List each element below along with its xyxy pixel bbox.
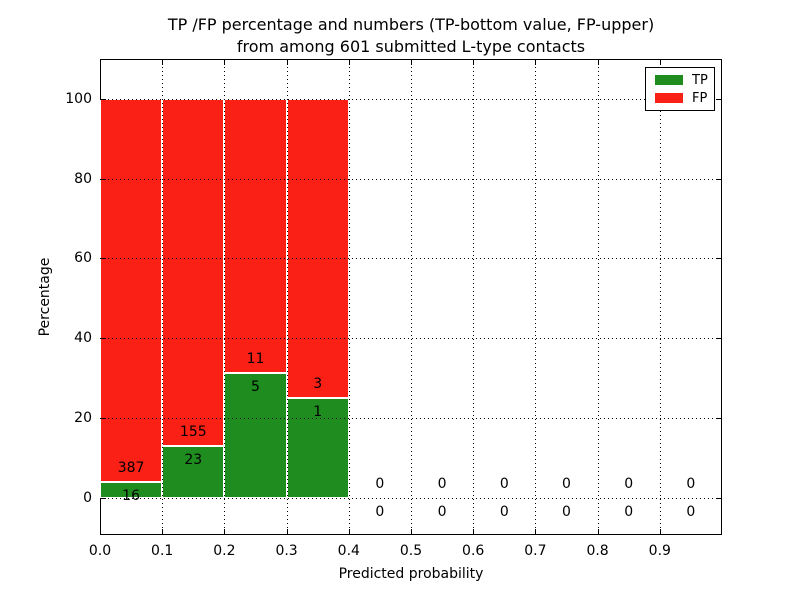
fp-count-label: 11 <box>246 351 265 368</box>
x-tick-label: 0.6 <box>462 543 485 559</box>
y-tick-mark-right <box>716 178 721 180</box>
y-tick-label: 20 <box>74 410 92 427</box>
x-tick-mark-top <box>597 60 599 65</box>
bar-segment-fp <box>224 98 287 374</box>
x-gridline <box>411 59 412 535</box>
fp-count-label: 0 <box>562 475 571 492</box>
tp-count-label: 23 <box>184 452 203 469</box>
tp-count-label: 0 <box>437 503 447 520</box>
x-tick-label: 0.8 <box>586 543 609 559</box>
y-tick-label: 100 <box>65 90 92 107</box>
y-tick-mark <box>101 418 106 420</box>
x-tick-mark-top <box>224 60 226 65</box>
y-tick-mark-right <box>716 497 721 499</box>
legend-swatch-tp <box>655 75 683 85</box>
x-tick-label: 0.7 <box>524 543 547 559</box>
y-tick-mark-right <box>716 98 721 100</box>
x-tick-label: 0.4 <box>337 543 360 559</box>
x-gridline <box>224 59 226 535</box>
y-tick-mark-right <box>716 258 721 260</box>
bar-segment-fp <box>100 98 163 483</box>
y-tick-label: 80 <box>74 170 92 187</box>
bar-segment-tp <box>286 398 349 498</box>
x-tick-mark-top <box>286 60 288 65</box>
x-gridline <box>286 59 288 535</box>
x-tick-mark-top <box>473 60 475 65</box>
y-tick-mark <box>101 258 106 260</box>
x-tick-mark-top <box>348 60 350 65</box>
chart-title-line1: TP /FP percentage and numbers (TP-bottom… <box>167 15 655 34</box>
x-axis-label: Predicted probability <box>338 566 484 582</box>
y-tick-mark-right <box>716 418 721 420</box>
x-gridline <box>535 59 537 535</box>
x-tick-mark-top <box>162 60 164 65</box>
x-gridline <box>473 59 475 535</box>
y-tick-mark <box>101 497 106 499</box>
x-tick-mark <box>473 529 475 534</box>
x-tick-mark-top <box>100 60 101 65</box>
legend-item: FP <box>646 92 714 105</box>
x-tick-label: 0.1 <box>151 543 174 559</box>
legend-label: FP <box>692 90 708 106</box>
tp-count-label: 0 <box>499 503 509 520</box>
tp-count-label: 0 <box>375 503 385 520</box>
x-tick-mark <box>411 529 412 534</box>
y-tick-label: 60 <box>74 250 92 267</box>
x-tick-label: 0.3 <box>275 543 298 559</box>
legend-label: TP <box>692 72 708 88</box>
y-axis-label: Percentage <box>37 257 53 337</box>
tp-count-label: 0 <box>686 503 696 520</box>
legend: TP FP <box>645 67 715 111</box>
x-tick-mark <box>162 529 164 534</box>
tp-count-label: 5 <box>251 379 260 396</box>
bar-segment-fp <box>162 98 225 447</box>
x-tick-mark-top <box>535 60 537 65</box>
x-tick-mark <box>224 529 226 534</box>
x-tick-label: 0.9 <box>648 543 671 559</box>
fp-count-label: 0 <box>499 475 509 492</box>
chart-title: TP /FP percentage and numbers (TP-bottom… <box>100 14 722 58</box>
x-tick-mark <box>535 529 537 534</box>
tp-count-label: 0 <box>624 503 634 520</box>
fp-count-label: 387 <box>117 460 145 477</box>
x-tick-label: 0.5 <box>399 543 423 559</box>
x-tick-mark-top <box>659 60 661 65</box>
y-tick-mark-right <box>716 338 721 340</box>
x-tick-mark <box>659 529 661 534</box>
x-gridline <box>162 59 164 535</box>
y-tick-label: 0 <box>83 489 92 506</box>
y-tick-mark <box>101 338 106 340</box>
y-tick-label: 40 <box>74 330 92 347</box>
tp-count-label: 16 <box>122 488 140 505</box>
x-tick-mark-top <box>411 60 412 65</box>
x-tick-mark <box>100 529 101 534</box>
y-tick-mark <box>101 178 106 180</box>
bar-segment-fp <box>286 98 349 399</box>
x-gridline <box>597 59 599 535</box>
tp-count-label: 1 <box>313 404 323 421</box>
y-tick-mark <box>101 98 106 100</box>
x-tick-label: 0.0 <box>88 543 112 559</box>
fp-count-label: 0 <box>686 475 696 492</box>
x-tick-mark <box>348 529 350 534</box>
fp-count-label: 0 <box>375 475 385 492</box>
fp-count-label: 0 <box>437 475 447 492</box>
fp-count-label: 155 <box>179 424 207 441</box>
fp-count-label: 3 <box>313 376 323 393</box>
fp-count-label: 0 <box>624 475 634 492</box>
x-gridline <box>348 59 350 535</box>
x-tick-mark <box>286 529 288 534</box>
bar-segment-tp <box>162 446 225 498</box>
bar-segment-tp <box>100 482 163 498</box>
x-tick-mark <box>597 529 599 534</box>
chart-title-line2: from among 601 submitted L-type contacts <box>236 37 586 56</box>
x-gridline <box>659 59 661 535</box>
tp-count-label: 0 <box>562 503 571 520</box>
legend-item: TP <box>646 74 714 87</box>
x-tick-label: 0.2 <box>213 543 236 559</box>
legend-swatch-fp <box>655 93 683 103</box>
